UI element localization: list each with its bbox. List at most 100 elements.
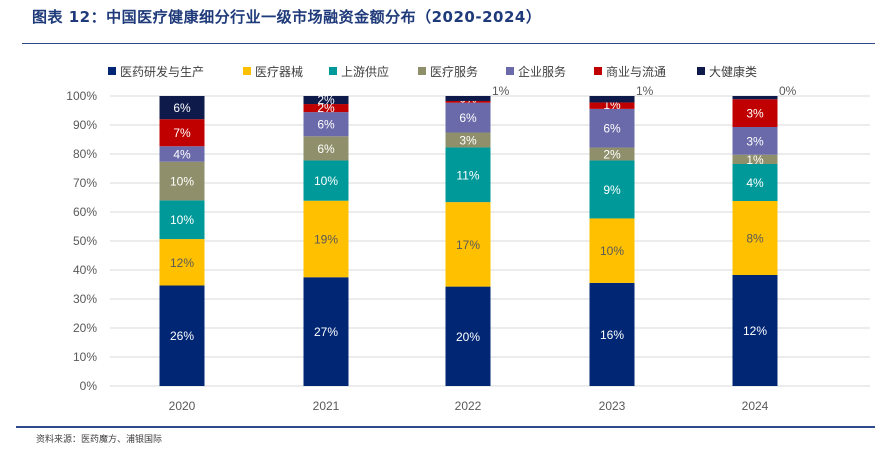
data-label: 11% <box>456 168 479 182</box>
data-label: 10% <box>314 174 338 188</box>
chart-title: 图表 12：中国医疗健康细分行业一级市场融资金额分布（2020-2024） <box>32 8 542 26</box>
bar-segment <box>159 96 205 120</box>
data-label: 19% <box>314 232 338 246</box>
bar-segment <box>445 202 491 287</box>
data-label: 20% <box>456 330 480 344</box>
data-label: 4% <box>746 176 764 190</box>
bar-segment <box>732 274 778 386</box>
y-tick-label: 0% <box>80 379 98 393</box>
data-label: 9% <box>603 183 621 197</box>
data-label: 3% <box>746 107 764 121</box>
stacked-bar-chart: 医药研发与生产 医疗器械 上游供应 医疗服务 企业服务 商业与流通 大健康类 0% 10% 20… <box>66 64 870 413</box>
bar-segment <box>732 154 778 164</box>
data-label: 6% <box>317 142 335 156</box>
y-tick-label: 40% <box>73 263 97 277</box>
data-label: 4% <box>173 148 191 162</box>
data-label: 3% <box>459 133 477 147</box>
source-note: 资料来源：医药魔方、浦银国际 <box>36 435 163 445</box>
bar-segment <box>159 146 205 162</box>
legend-swatch <box>329 67 337 75</box>
legend-label: 医疗服务 <box>430 64 478 79</box>
y-tick-label: 100% <box>66 89 97 103</box>
data-label: 12% <box>170 256 194 270</box>
y-tick-label: 70% <box>73 176 97 190</box>
data-label: 3% <box>746 134 764 148</box>
y-tick-label: 30% <box>73 292 97 306</box>
data-label: 6% <box>459 111 477 125</box>
legend-swatch <box>697 67 705 75</box>
bar-segment <box>732 200 778 275</box>
bar-segment <box>445 132 491 148</box>
bar-segment <box>303 96 349 105</box>
x-tick-label: 2023 <box>599 399 626 413</box>
data-label: 10% <box>170 175 194 189</box>
bar-segment <box>303 200 349 278</box>
data-label: 10% <box>170 213 194 227</box>
bar-segment <box>589 102 635 109</box>
bar-segment <box>303 112 349 137</box>
legend-swatch <box>108 67 116 75</box>
bar-segment <box>159 119 205 147</box>
y-tick-label: 50% <box>73 234 97 248</box>
data-label: 12% <box>743 324 767 338</box>
legend-label: 大健康类 <box>709 64 757 79</box>
bar-segment <box>445 102 491 133</box>
legend-swatch <box>418 67 426 75</box>
legend-swatch <box>594 67 602 75</box>
bar-segment <box>303 160 349 201</box>
legend-label: 上游供应 <box>341 64 389 79</box>
bar-segment <box>445 286 491 386</box>
x-axis: 2020 2021 2022 2023 2024 <box>169 399 769 413</box>
bar-segment <box>732 163 778 201</box>
legend: 医药研发与生产 医疗器械 上游供应 医疗服务 企业服务 商业与流通 大健康类 <box>108 64 757 79</box>
legend-label: 医药研发与生产 <box>120 64 204 79</box>
data-label: 8% <box>746 231 764 245</box>
bar-segment <box>303 104 349 113</box>
bar-segment <box>445 96 491 101</box>
legend-label: 企业服务 <box>518 64 566 79</box>
bar-segment <box>589 96 635 103</box>
data-label: 0% <box>779 84 797 98</box>
data-label: 16% <box>600 328 624 342</box>
data-label: 27% <box>314 325 338 339</box>
y-tick-label: 10% <box>73 350 97 364</box>
bar-segment <box>732 96 778 100</box>
footer-divider <box>16 426 875 428</box>
bar-segment <box>589 282 635 386</box>
title-divider <box>22 43 875 44</box>
bar-segment <box>589 218 635 283</box>
data-label: 1% <box>636 84 654 98</box>
legend-swatch <box>506 67 514 75</box>
bar-segment <box>303 277 349 386</box>
data-label: 1% <box>492 84 510 98</box>
data-label: 6% <box>173 101 191 115</box>
bar-segment <box>445 100 491 103</box>
data-label: 6% <box>603 122 621 136</box>
x-tick-label: 2021 <box>313 399 340 413</box>
legend-swatch <box>243 67 251 75</box>
y-axis: 0% 10% 20% 30% 40% 50% 60% 70% 80% 90% 100% <box>66 89 97 393</box>
data-label: 7% <box>173 126 191 140</box>
x-tick-label: 2020 <box>169 399 196 413</box>
y-tick-label: 60% <box>73 205 97 219</box>
legend-label: 商业与流通 <box>606 64 666 79</box>
x-tick-label: 2024 <box>742 399 769 413</box>
bars: 26%12%10%10%4%7%6%27%19%10%6%6%2%2%20%17… <box>159 84 797 386</box>
bar-segment <box>159 239 205 286</box>
bar-segment <box>159 285 205 386</box>
data-label: 2% <box>317 101 335 115</box>
legend-label: 医疗器械 <box>255 64 303 79</box>
y-tick-label: 20% <box>73 321 97 335</box>
data-label: 6% <box>317 118 335 132</box>
data-label: 2% <box>603 148 621 162</box>
data-label: 1% <box>746 153 764 167</box>
bar-segment <box>589 108 635 148</box>
bar-segment <box>732 126 778 155</box>
bar-segment <box>589 147 635 161</box>
bar-segment <box>445 147 491 203</box>
bar-segment <box>303 136 349 161</box>
y-tick-label: 90% <box>73 118 97 132</box>
data-label: 10% <box>600 244 624 258</box>
y-tick-label: 80% <box>73 147 97 161</box>
bar-segment <box>159 200 205 240</box>
